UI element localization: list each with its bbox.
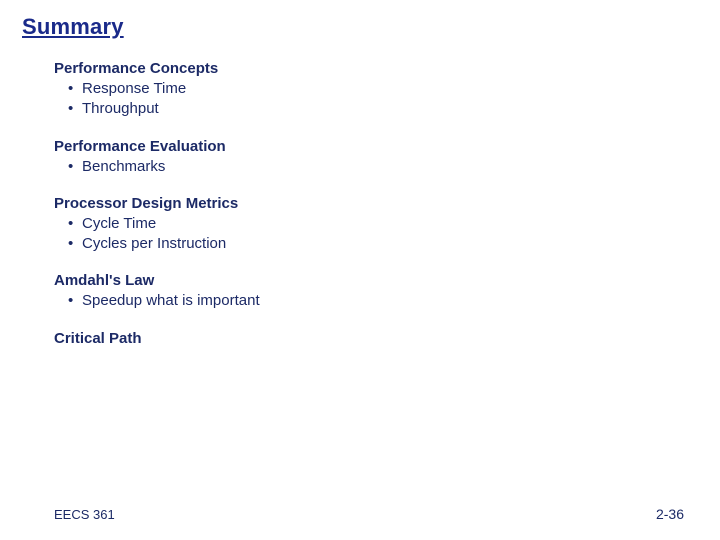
bullet-item: Benchmarks: [68, 157, 698, 177]
bullet-item: Cycles per Instruction: [68, 234, 698, 254]
bullet-item: Throughput: [68, 99, 698, 119]
section-bullets: Response Time Throughput: [54, 77, 698, 120]
section-bullets: Cycle Time Cycles per Instruction: [54, 212, 698, 255]
section-heading: Performance Evaluation: [54, 138, 698, 155]
section-heading: Critical Path: [54, 330, 698, 347]
bullet-item: Response Time: [68, 79, 698, 99]
section-processor-design-metrics: Processor Design Metrics Cycle Time Cycl…: [54, 195, 698, 255]
section-bullets: Benchmarks: [54, 155, 698, 177]
section-heading: Processor Design Metrics: [54, 195, 698, 212]
section-amdahls-law: Amdahl's Law Speedup what is important: [54, 272, 698, 311]
slide: Summary Performance Concepts Response Ti…: [0, 0, 720, 540]
footer-page-number: 2-36: [656, 506, 684, 522]
slide-title: Summary: [22, 14, 698, 40]
section-bullets: Speedup what is important: [54, 289, 698, 311]
section-heading: Performance Concepts: [54, 60, 698, 77]
bullet-item: Cycle Time: [68, 214, 698, 234]
section-critical-path: Critical Path: [54, 330, 698, 347]
slide-content: Performance Concepts Response Time Throu…: [22, 40, 698, 347]
section-performance-evaluation: Performance Evaluation Benchmarks: [54, 138, 698, 177]
section-performance-concepts: Performance Concepts Response Time Throu…: [54, 60, 698, 120]
footer-course: EECS 361: [54, 507, 115, 522]
bullet-item: Speedup what is important: [68, 291, 698, 311]
section-heading: Amdahl's Law: [54, 272, 698, 289]
